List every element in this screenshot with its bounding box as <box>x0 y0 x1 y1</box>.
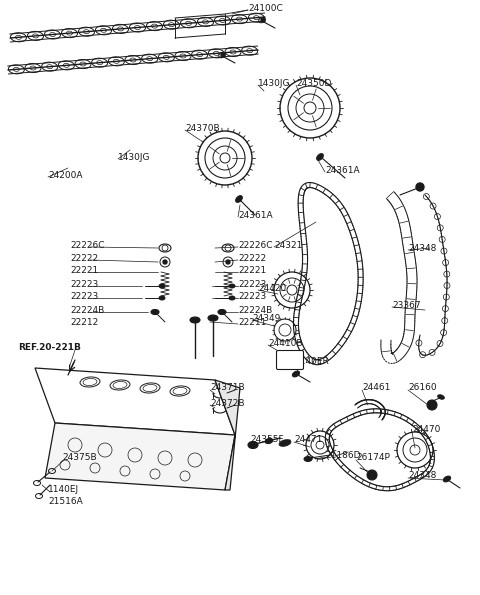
Circle shape <box>416 183 424 191</box>
Ellipse shape <box>317 154 324 160</box>
Text: 22221: 22221 <box>238 265 266 274</box>
Ellipse shape <box>304 456 312 462</box>
Text: 24370B: 24370B <box>185 124 220 133</box>
Ellipse shape <box>208 315 218 321</box>
Text: 1430JG: 1430JG <box>258 79 290 87</box>
Text: 24371B: 24371B <box>210 384 245 393</box>
Ellipse shape <box>159 296 165 300</box>
Circle shape <box>221 53 225 57</box>
Circle shape <box>367 470 377 480</box>
Text: 24350D: 24350D <box>296 79 331 87</box>
Ellipse shape <box>159 284 165 288</box>
Text: 24471: 24471 <box>294 436 323 444</box>
Text: 22223: 22223 <box>70 280 98 289</box>
Text: 24461: 24461 <box>362 384 390 393</box>
Text: 22212: 22212 <box>70 318 98 327</box>
Text: 24361A: 24361A <box>238 211 273 220</box>
Text: 26174P: 26174P <box>356 453 390 462</box>
Ellipse shape <box>444 476 451 482</box>
Ellipse shape <box>218 309 226 315</box>
Text: 22226C: 22226C <box>238 240 273 249</box>
Ellipse shape <box>190 317 200 323</box>
Text: 22223: 22223 <box>238 280 266 289</box>
Text: 24321: 24321 <box>274 240 302 249</box>
Text: 24100C: 24100C <box>248 4 283 12</box>
Text: 24348: 24348 <box>408 471 436 481</box>
Text: 24470: 24470 <box>412 425 440 434</box>
Text: 24372B: 24372B <box>210 399 244 408</box>
Text: 22223: 22223 <box>70 292 98 300</box>
Text: 26160: 26160 <box>408 384 437 393</box>
Ellipse shape <box>229 296 235 300</box>
Text: 24410B: 24410B <box>268 339 302 347</box>
Circle shape <box>226 260 230 264</box>
Text: 22222: 22222 <box>238 253 266 262</box>
Text: 21516A: 21516A <box>48 497 83 506</box>
Text: 24375B: 24375B <box>62 453 96 462</box>
Circle shape <box>261 18 265 22</box>
Ellipse shape <box>248 441 258 449</box>
Text: 22224B: 22224B <box>238 305 272 315</box>
Text: 24420: 24420 <box>258 283 286 293</box>
Text: 1430JG: 1430JG <box>118 152 151 161</box>
Ellipse shape <box>265 439 273 444</box>
Text: 22224B: 22224B <box>70 305 104 315</box>
Ellipse shape <box>438 394 444 399</box>
Text: REF.20-221B: REF.20-221B <box>18 343 81 352</box>
Circle shape <box>427 400 437 410</box>
FancyBboxPatch shape <box>276 350 303 369</box>
Text: 23367: 23367 <box>392 300 420 309</box>
Text: 21186D: 21186D <box>325 450 360 459</box>
Text: 24348: 24348 <box>408 243 436 252</box>
Polygon shape <box>45 423 235 490</box>
Text: 22221: 22221 <box>70 265 98 274</box>
Text: 24200A: 24200A <box>48 171 83 180</box>
Text: 1140ER: 1140ER <box>295 358 330 367</box>
Text: 24355F: 24355F <box>250 436 284 444</box>
Text: 22223: 22223 <box>238 292 266 300</box>
Text: 24361A: 24361A <box>325 165 360 174</box>
Text: 22226C: 22226C <box>70 240 105 249</box>
Text: 22211: 22211 <box>238 318 266 327</box>
Text: 1140EJ: 1140EJ <box>48 486 79 494</box>
Text: 22222: 22222 <box>70 253 98 262</box>
Ellipse shape <box>279 440 291 446</box>
Ellipse shape <box>292 371 300 377</box>
Text: 24349: 24349 <box>252 314 280 322</box>
Polygon shape <box>215 380 240 490</box>
Ellipse shape <box>151 309 159 315</box>
Ellipse shape <box>236 196 242 202</box>
Circle shape <box>163 260 167 264</box>
Ellipse shape <box>229 284 235 288</box>
